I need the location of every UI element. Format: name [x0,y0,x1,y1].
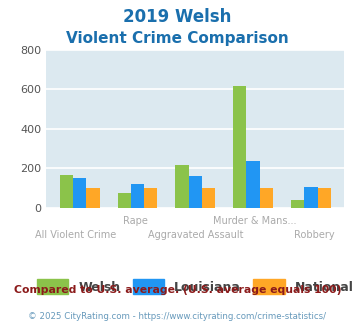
Bar [202,188,215,208]
Text: Robbery: Robbery [294,230,335,240]
Text: 2019 Welsh: 2019 Welsh [123,8,232,26]
Bar [304,186,317,208]
Bar [233,86,246,208]
Bar [60,175,73,208]
Text: © 2025 CityRating.com - https://www.cityrating.com/crime-statistics/: © 2025 CityRating.com - https://www.city… [28,312,327,321]
Text: All Violent Crime: All Violent Crime [36,230,116,240]
Bar [118,193,131,208]
Bar [144,188,157,208]
Bar [175,165,189,208]
Bar [189,176,202,208]
Text: Murder & Mans...: Murder & Mans... [213,216,297,226]
Text: Rape: Rape [123,216,148,226]
Bar [73,178,86,208]
Text: Compared to U.S. average. (U.S. average equals 100): Compared to U.S. average. (U.S. average … [14,285,341,295]
Text: Violent Crime Comparison: Violent Crime Comparison [66,31,289,46]
Bar [260,188,273,208]
Bar [291,200,304,208]
Bar [317,188,331,208]
Legend: Welsh, Louisiana, National: Welsh, Louisiana, National [32,274,355,299]
Text: Aggravated Assault: Aggravated Assault [147,230,243,240]
Bar [131,184,144,208]
Bar [86,188,100,208]
Bar [246,161,260,208]
